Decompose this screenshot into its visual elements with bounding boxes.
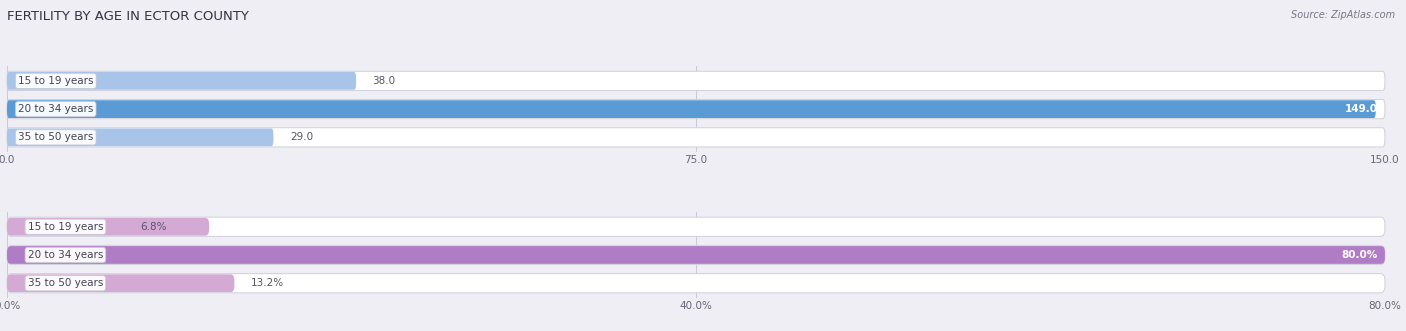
Text: 38.0: 38.0	[373, 76, 395, 86]
FancyBboxPatch shape	[7, 72, 356, 90]
FancyBboxPatch shape	[7, 246, 1385, 264]
Text: 149.0: 149.0	[1346, 104, 1378, 114]
Text: 15 to 19 years: 15 to 19 years	[28, 222, 103, 232]
FancyBboxPatch shape	[7, 71, 1385, 90]
FancyBboxPatch shape	[7, 274, 235, 292]
Text: 35 to 50 years: 35 to 50 years	[18, 132, 93, 142]
Text: 15 to 19 years: 15 to 19 years	[18, 76, 94, 86]
Text: 13.2%: 13.2%	[250, 278, 284, 288]
Text: 20 to 34 years: 20 to 34 years	[28, 250, 103, 260]
Text: 80.0%: 80.0%	[1341, 250, 1378, 260]
Text: 35 to 50 years: 35 to 50 years	[28, 278, 103, 288]
FancyBboxPatch shape	[7, 218, 209, 236]
FancyBboxPatch shape	[7, 128, 1385, 147]
Text: 20 to 34 years: 20 to 34 years	[18, 104, 93, 114]
FancyBboxPatch shape	[7, 217, 1385, 236]
FancyBboxPatch shape	[7, 128, 273, 146]
FancyBboxPatch shape	[7, 100, 1385, 119]
Text: Source: ZipAtlas.com: Source: ZipAtlas.com	[1291, 10, 1395, 20]
Text: 29.0: 29.0	[290, 132, 314, 142]
FancyBboxPatch shape	[7, 274, 1385, 293]
Text: 6.8%: 6.8%	[141, 222, 167, 232]
FancyBboxPatch shape	[7, 245, 1385, 264]
Text: FERTILITY BY AGE IN ECTOR COUNTY: FERTILITY BY AGE IN ECTOR COUNTY	[7, 10, 249, 23]
FancyBboxPatch shape	[7, 100, 1375, 118]
